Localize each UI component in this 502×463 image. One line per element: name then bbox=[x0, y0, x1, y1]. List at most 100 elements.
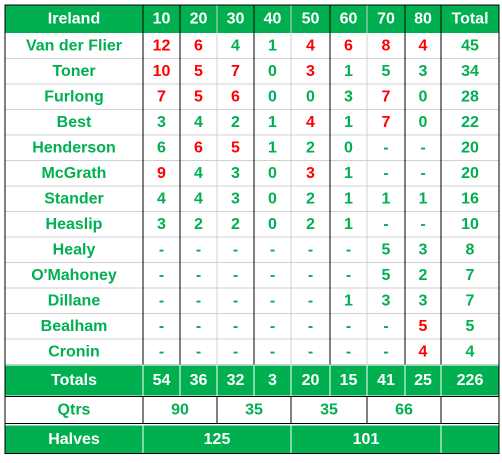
totals-bg bbox=[5, 365, 499, 396]
totals-cell: 32 bbox=[227, 372, 245, 389]
half-value: 125 bbox=[204, 431, 231, 448]
cell: - bbox=[383, 165, 388, 182]
cell: 2 bbox=[306, 216, 315, 233]
cell: - bbox=[196, 292, 201, 309]
row-total: 7 bbox=[466, 267, 475, 284]
header-cell: 30 bbox=[227, 11, 245, 28]
totals-cell: 36 bbox=[190, 372, 208, 389]
cell: 1 bbox=[382, 190, 391, 207]
cell: 3 bbox=[344, 88, 353, 105]
cell: 1 bbox=[268, 37, 277, 54]
header-cell: 10 bbox=[153, 11, 171, 28]
cell: 3 bbox=[419, 292, 428, 309]
cell: 7 bbox=[231, 63, 240, 80]
row-total: 16 bbox=[461, 190, 479, 207]
player-name: Toner bbox=[52, 63, 95, 80]
cell: 0 bbox=[344, 139, 353, 156]
cell: 12 bbox=[153, 37, 171, 54]
cell: 4 bbox=[419, 37, 428, 54]
cell: - bbox=[308, 343, 313, 360]
cell: 4 bbox=[194, 114, 203, 131]
cell: 0 bbox=[419, 114, 428, 131]
cell: 5 bbox=[382, 63, 391, 80]
halves-label: Halves bbox=[48, 431, 100, 448]
cell: 0 bbox=[419, 88, 428, 105]
header-cell: Ireland bbox=[48, 11, 100, 28]
totals-cell: 54 bbox=[153, 372, 171, 389]
cell: 1 bbox=[268, 139, 277, 156]
cell: 4 bbox=[194, 190, 203, 207]
cell: 3 bbox=[419, 241, 428, 258]
cell: - bbox=[308, 318, 313, 335]
cell: 1 bbox=[344, 165, 353, 182]
cell: 3 bbox=[157, 114, 166, 131]
cell: - bbox=[159, 318, 164, 335]
cell: 9 bbox=[157, 165, 166, 182]
cell: 5 bbox=[419, 318, 428, 335]
cell: 2 bbox=[231, 114, 240, 131]
cell: - bbox=[159, 267, 164, 284]
cell: 1 bbox=[419, 190, 428, 207]
header-cell: 40 bbox=[264, 11, 282, 28]
cell: - bbox=[159, 343, 164, 360]
cell: - bbox=[233, 318, 238, 335]
cell: - bbox=[346, 241, 351, 258]
qtr-value: 35 bbox=[245, 402, 263, 419]
cell: - bbox=[196, 267, 201, 284]
row-total: 28 bbox=[461, 88, 479, 105]
cell: 5 bbox=[231, 139, 240, 156]
cell: 4 bbox=[306, 37, 315, 54]
player-name: Dillane bbox=[48, 292, 101, 309]
cell: 4 bbox=[231, 37, 240, 54]
header-cell: 50 bbox=[302, 11, 320, 28]
cell: - bbox=[233, 267, 238, 284]
cell: - bbox=[308, 267, 313, 284]
cell: 3 bbox=[306, 63, 315, 80]
header-bg bbox=[5, 5, 499, 33]
cell: - bbox=[233, 343, 238, 360]
player-name: Best bbox=[57, 114, 92, 131]
player-name: Stander bbox=[44, 190, 104, 207]
cell: - bbox=[270, 318, 275, 335]
halves-bg bbox=[5, 425, 499, 454]
table-border bbox=[4, 4, 500, 454]
cell: - bbox=[159, 241, 164, 258]
qtr-value: 90 bbox=[171, 402, 189, 419]
qtrs-label: Qtrs bbox=[58, 402, 91, 419]
cell: - bbox=[233, 292, 238, 309]
cell: 1 bbox=[268, 114, 277, 131]
row-total: 4 bbox=[466, 343, 475, 360]
cell: 6 bbox=[157, 139, 166, 156]
cell: - bbox=[196, 318, 201, 335]
cell: 5 bbox=[194, 63, 203, 80]
cell: 7 bbox=[382, 114, 391, 131]
player-name: Cronin bbox=[48, 343, 100, 360]
cell: 2 bbox=[306, 139, 315, 156]
player-name: Bealham bbox=[41, 318, 108, 335]
cell: 3 bbox=[157, 216, 166, 233]
cell: 6 bbox=[194, 139, 203, 156]
player-name: Henderson bbox=[32, 139, 116, 156]
cell: - bbox=[308, 241, 313, 258]
player-name: O'Mahoney bbox=[31, 267, 117, 284]
player-name: McGrath bbox=[42, 165, 107, 182]
cell: 0 bbox=[306, 88, 315, 105]
cell: 0 bbox=[268, 165, 277, 182]
cell: - bbox=[159, 292, 164, 309]
totals-cell: 3 bbox=[268, 372, 277, 389]
cell: - bbox=[346, 343, 351, 360]
totals-total: 226 bbox=[457, 372, 484, 389]
cell: 0 bbox=[268, 63, 277, 80]
cell: 3 bbox=[231, 190, 240, 207]
cell: 3 bbox=[382, 292, 391, 309]
cell: 5 bbox=[382, 267, 391, 284]
cell: 4 bbox=[194, 165, 203, 182]
player-name: Healy bbox=[53, 241, 96, 258]
cell: - bbox=[383, 139, 388, 156]
row-total: 10 bbox=[461, 216, 479, 233]
row-total: 20 bbox=[461, 165, 479, 182]
cell: 5 bbox=[194, 88, 203, 105]
totals-cell: 41 bbox=[377, 372, 395, 389]
